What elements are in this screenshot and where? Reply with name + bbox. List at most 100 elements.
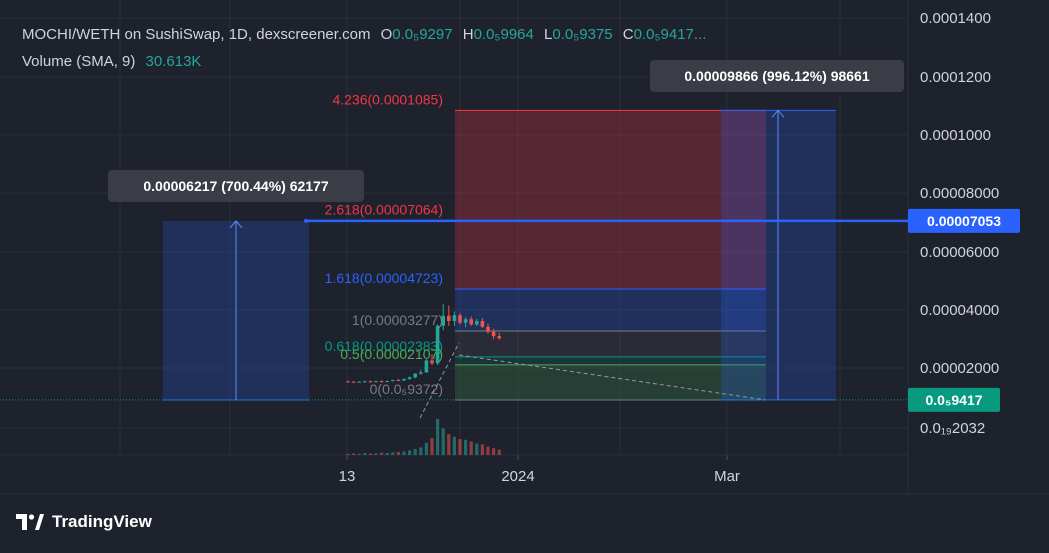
candle-body (497, 336, 501, 339)
ohlc-open-value: 0.0₅9297 (392, 26, 453, 43)
price-tick-label: 0.0001200 (920, 69, 991, 86)
volume-bar (385, 453, 389, 455)
volume-bar (492, 448, 496, 455)
fib-level-label: 0.5(0.00002107) (340, 346, 443, 362)
fib-level-label: 1.618(0.00004723) (325, 270, 443, 286)
volume-bar (424, 442, 428, 455)
measure-tooltip-2-box (650, 60, 904, 92)
price-tick-label: 0.00008000 (920, 185, 999, 202)
price-axis[interactable]: 0.0001400 0.0001200 0.0001000 0.00008000 0.0… (908, 10, 1020, 437)
volume-bar (464, 439, 468, 455)
volume-bar (346, 453, 350, 455)
last-price-box (908, 387, 1000, 412)
candle-body (419, 372, 423, 374)
candle-body (430, 360, 434, 364)
legend-main: MOCHI/WETH on SushiSwap, 1D, dexscreener… (22, 26, 706, 43)
tradingview-brand[interactable]: TradingView (16, 510, 152, 534)
volume-bar (497, 449, 501, 455)
volume-bar (441, 428, 445, 455)
grid (0, 0, 1049, 495)
candle-body (435, 325, 440, 364)
price-tick-label: 0.0₁₉2032 (920, 420, 985, 437)
candle-body (357, 381, 361, 383)
candle-body (480, 321, 485, 327)
volume-bar (458, 439, 462, 455)
volume-bar (402, 451, 406, 455)
candle-body (351, 381, 356, 383)
candle-body (363, 381, 367, 383)
volume-bar (374, 453, 378, 455)
volume-bar (408, 450, 412, 455)
volume-bar (486, 446, 490, 455)
volume-bar (363, 453, 367, 455)
current-line-price-label: 0.00007053 (927, 213, 1001, 229)
volume-bar (447, 434, 451, 455)
volume-bar (430, 437, 434, 455)
candles (346, 304, 501, 383)
brand-name: TradingView (52, 512, 152, 531)
fib-level-label: 1(0.00003277) (352, 312, 443, 328)
candle-body (346, 381, 350, 383)
ohlc-low: L0.0₅9375 (544, 26, 613, 43)
volume-bar (436, 418, 440, 455)
volume-bar (391, 452, 395, 455)
volume-bar (452, 436, 456, 455)
candle-body (424, 360, 429, 373)
candle-body (469, 319, 473, 325)
price-tick-label: 0.00002000 (920, 360, 999, 377)
candle-body (385, 381, 389, 383)
overlay-drawings: 0.00006217 (700.44%) 62177 0.00009866 (99… (0, 60, 908, 419)
candle-body (374, 381, 378, 383)
volume-bar (380, 452, 384, 455)
measure-tooltip-2-text: 0.00009866 (996.12%) 98661 (684, 68, 869, 84)
time-tick-label: 2024 (501, 468, 534, 485)
volume-bar (419, 447, 423, 455)
legend-volume: Volume (SMA, 9) 30.613K (22, 53, 201, 70)
candle-body (452, 315, 457, 322)
candle-body (491, 331, 496, 337)
tradingview-logo-icon (16, 514, 44, 530)
symbol-title[interactable]: MOCHI/WETH on SushiSwap, 1D, dexscreener… (22, 26, 371, 43)
fib-level-label: 4.236(0.0001085) (332, 91, 443, 107)
last-price-label: 0.0₅9417 (925, 392, 982, 408)
volume-bar (368, 453, 372, 455)
fib-zone (455, 356, 766, 365)
ohlc-high-value: 0.0₅9964 (473, 26, 534, 43)
drawing-objects: 4.236(0.0001085) 2.618(0.00007064) 1.618(0… (163, 91, 836, 401)
horizontal-line-anchor (304, 218, 308, 223)
volume-indicator-value: 30.613K (145, 53, 202, 70)
volume-bar (352, 453, 356, 455)
ohlc-close-value: 0.0₅9417... (633, 26, 707, 43)
candle-body (391, 380, 395, 382)
fib-level-label: 0(0.0₅9372) (370, 381, 443, 397)
ohlc-close-key: C (622, 26, 634, 43)
candle-body (458, 315, 462, 323)
volume-bar (413, 448, 417, 455)
time-axis[interactable]: 13 2024 Mar (339, 455, 740, 485)
fib-zone (455, 110, 766, 221)
volume-bar (480, 444, 484, 455)
volume-bar (357, 453, 361, 455)
fib-zone (455, 330, 766, 357)
ohlc-low-key: L (544, 26, 553, 43)
price-tick-label: 0.00004000 (920, 302, 999, 319)
volume-bar (396, 451, 400, 455)
fib-zone (455, 220, 766, 290)
fib-level-label: 0.618(0.00002383) (325, 338, 443, 354)
ohlc-low-value: 0.0₅9375 (552, 26, 613, 43)
candle-body (441, 315, 445, 326)
time-tick-label: 13 (339, 468, 356, 485)
ohlc-high: H0.0₅9964 (463, 26, 534, 43)
volume-indicator-title[interactable]: Volume (SMA, 9) (22, 53, 136, 70)
price-tick-label: 0.00006000 (920, 244, 999, 261)
volume-bar (475, 443, 479, 455)
candle-body (475, 321, 479, 325)
ohlc-open-key: O (380, 26, 393, 43)
current-line-price-box (908, 208, 1020, 233)
trend-line-dashed (419, 342, 460, 419)
fib-level-label: 2.618(0.00007064) (325, 202, 443, 218)
candle-body (447, 315, 451, 322)
measure-tooltip-1-box (108, 170, 364, 202)
